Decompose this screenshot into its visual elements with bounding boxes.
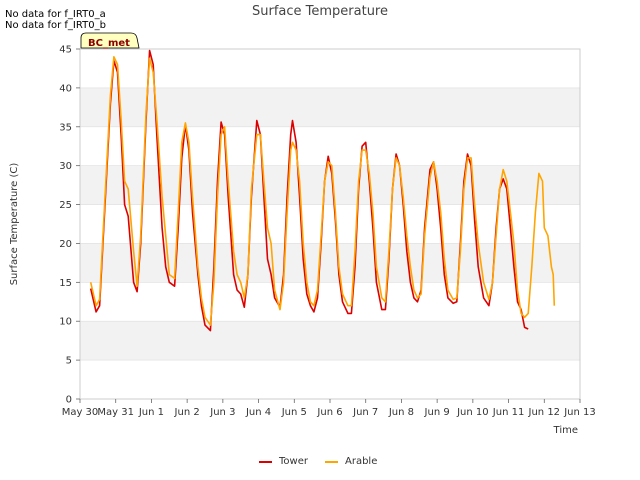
legend-label-tower: Tower [278, 456, 309, 467]
x-tick-label: Jun 10 [456, 407, 489, 418]
band-3 [80, 243, 580, 283]
x-tick-label: Jun 12 [528, 407, 561, 418]
x-axis-label: Time [553, 425, 578, 436]
y-tick-label: 0 [66, 395, 72, 406]
x-tick-label: May 30 [62, 407, 99, 418]
background-bands [80, 87, 580, 361]
legend: Tower Arable [259, 456, 377, 467]
y-tick-label: 5 [66, 356, 72, 367]
y-axis-ticks: 0 5 10 15 20 25 30 35 40 45 [59, 45, 80, 406]
x-tick-label: Jun 11 [492, 407, 525, 418]
x-tick-label: Jun 6 [316, 407, 342, 418]
x-tick-label: Jun 7 [352, 407, 378, 418]
x-tick-label: Jun 3 [209, 407, 235, 418]
x-tick-label: Jun 5 [281, 407, 307, 418]
x-tick-label: Jun 13 [563, 407, 596, 418]
x-tick-label: Jun 2 [174, 407, 200, 418]
x-tick-label: Jun 8 [388, 407, 414, 418]
y-tick-label: 20 [59, 239, 72, 250]
band-1 [80, 321, 580, 361]
series-line-tower [89, 49, 529, 332]
y-tick-label: 10 [59, 317, 72, 328]
y-tick-label: 40 [59, 83, 72, 94]
x-tick-label: Jun 4 [245, 407, 271, 418]
y-tick-label: 15 [59, 278, 72, 289]
y-tick-label: 30 [59, 161, 72, 172]
badge-label: BC_met [88, 38, 130, 49]
series-line-arable [89, 56, 556, 326]
band-5 [80, 165, 580, 205]
y-tick-label: 25 [59, 200, 72, 211]
legend-label-arable: Arable [345, 456, 377, 467]
band-7 [80, 87, 580, 127]
series-lines [89, 49, 556, 332]
no-data-note-a: No data for f_IRT0_a [5, 9, 106, 20]
x-tick-label: Jun 1 [138, 407, 164, 418]
x-axis-ticks: May 30 May 31 Jun 1 Jun 2 Jun 3 Jun 4 Jun 5 Jun… [62, 399, 596, 418]
x-tick-label: Jun 9 [424, 407, 450, 418]
x-tick-label: May 31 [97, 407, 134, 418]
y-axis-label: Surface Temperature (C) [9, 163, 20, 286]
y-tick-label: 45 [59, 45, 72, 56]
bc-met-badge: BC_met [80, 32, 140, 49]
no-data-note-b: No data for f_IRT0_b [5, 20, 106, 31]
chart-title: Surface Temperature [252, 4, 388, 19]
y-tick-label: 35 [59, 122, 72, 133]
